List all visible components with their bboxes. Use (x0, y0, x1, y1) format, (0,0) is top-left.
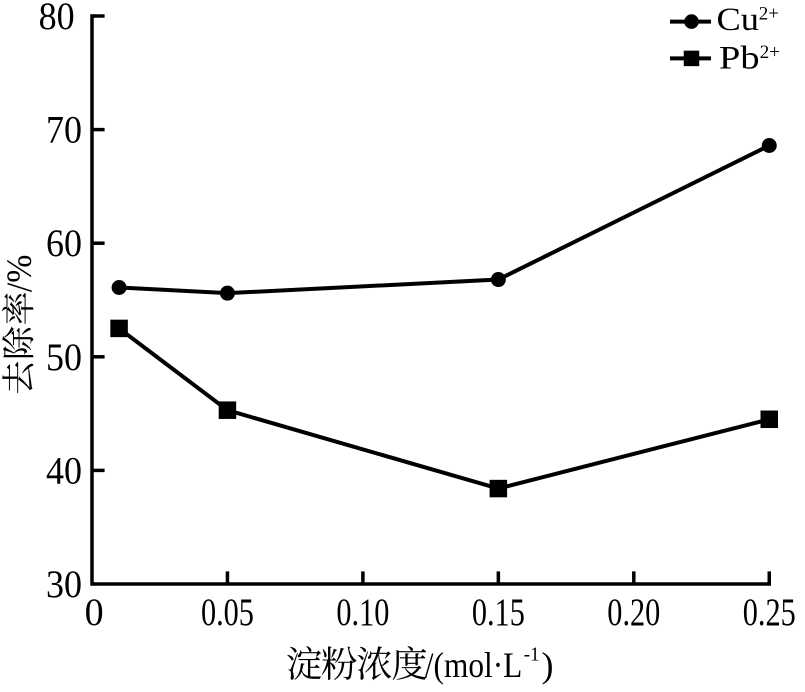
axis-spines (90, 14, 771, 586)
legend-label-superscript: 2+ (760, 42, 780, 63)
legend-circle-marker (684, 14, 699, 29)
y-tick-label: 60 (46, 222, 82, 265)
axis-titles: /(mol·L -1) /% (0, 255, 554, 685)
y-tick-label: 50 (46, 336, 82, 379)
pb2-marker (760, 410, 778, 429)
y-tick-label: 30 (46, 563, 82, 606)
data-series (110, 138, 778, 498)
cjk-char-粉 (321, 646, 357, 680)
x-tick-label: 0.15 (472, 591, 525, 634)
cjk-char-率 (2, 292, 34, 324)
cu2-marker (219, 285, 235, 301)
x-tick-label: 0 (85, 591, 104, 634)
pb2-marker (489, 479, 508, 498)
cu2-marker (111, 280, 127, 296)
cu2-line (118, 143, 771, 296)
legend: Cu 2+Pb 2+ (670, 2, 780, 76)
legend-entry-pb2: Pb 2+ (670, 40, 780, 76)
cjk-char-浓 (357, 646, 392, 681)
legend-label-base: Cu (717, 2, 760, 38)
cjk-char-淀 (287, 646, 322, 680)
x-title-latin: /(mol·L (425, 645, 523, 685)
cjk-char-去 (2, 361, 34, 394)
cu2-marker (761, 138, 777, 154)
axes: 0 0.05 0.10 0.15 0.20 0.25 30 40 50 60 70 80 (39, 0, 796, 634)
pb2-line (117, 326, 770, 491)
x-title-cjk (287, 645, 427, 681)
legend-label-base: Pb (719, 40, 760, 76)
y-tick-label: 80 (39, 0, 75, 38)
pb2-marker (218, 401, 237, 419)
y-title-latin: /% (0, 255, 39, 293)
x-tick-label: 0.05 (201, 591, 254, 634)
y-title-cjk (2, 292, 34, 394)
y-tick-label: 70 (46, 109, 82, 152)
legend-label-superscript: 2+ (759, 3, 779, 24)
x-title-superscript: -1 (524, 644, 540, 666)
x-tick-label: 0.25 (743, 591, 796, 634)
cu2-marker (490, 272, 506, 288)
x-title-latin: ) (542, 645, 554, 685)
pb2-marker (110, 319, 128, 338)
y-axis-title: /% (0, 255, 39, 394)
y-tick-label: 40 (46, 449, 82, 492)
legend-entry-cu2: Cu 2+ (670, 2, 779, 38)
x-tick-label: 0.10 (336, 591, 389, 634)
x-tick-label: 0.20 (607, 591, 660, 634)
legend-square-marker (683, 50, 700, 67)
x-axis-title: /(mol·L -1) (287, 644, 554, 685)
cjk-char-除 (2, 326, 34, 358)
cjk-char-度 (392, 645, 427, 680)
